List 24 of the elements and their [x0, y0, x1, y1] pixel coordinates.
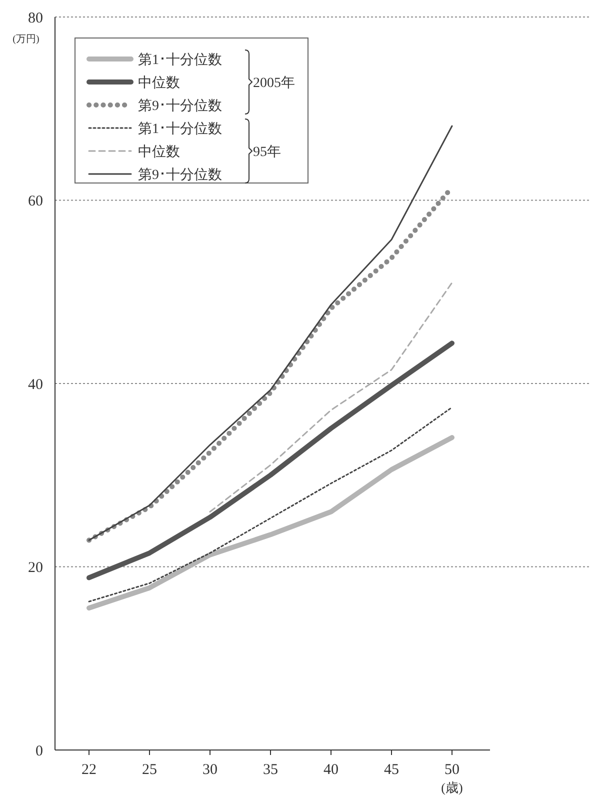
x-tick-label: 50	[444, 762, 460, 778]
y-tick-label: 0	[36, 743, 43, 760]
y-axis-title: (万円)	[12, 34, 40, 45]
legend-label: 中位数	[138, 74, 180, 91]
legend-label: 第1･十分位数	[138, 52, 222, 68]
x-tick-label: 40	[324, 762, 338, 778]
x-tick-label: 35	[263, 762, 278, 778]
x-axis-title: (歳)	[441, 780, 463, 795]
legend-label: 第9･十分位数	[138, 98, 222, 114]
legend-label: 第1･十分位数	[138, 120, 222, 137]
annotation: 95年	[253, 144, 281, 160]
annotation: 2005年	[253, 74, 295, 91]
y-tick-label: 40	[28, 376, 43, 393]
legend-label: 第9･十分位数	[138, 166, 222, 183]
y-tick-label: 20	[28, 560, 43, 576]
y-tick-label: 60	[28, 194, 43, 210]
line-series	[209, 282, 453, 513]
x-tick-label: 45	[384, 762, 399, 778]
line-series	[88, 406, 453, 602]
x-tick-label: 22	[82, 762, 96, 778]
legend-label: 中位数	[138, 144, 180, 160]
x-tick-label: 30	[202, 762, 218, 778]
x-tick-label: 25	[142, 762, 157, 778]
y-tick-label: 80	[28, 10, 43, 26]
